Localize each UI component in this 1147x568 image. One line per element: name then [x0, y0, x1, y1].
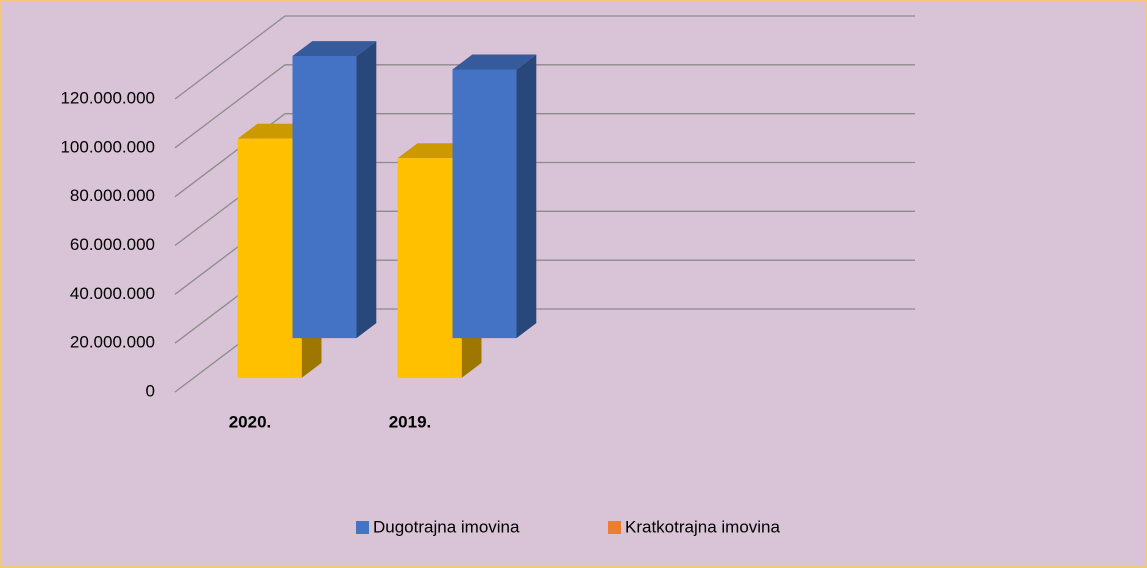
- legend-label: Dugotrajna imovina: [373, 517, 520, 536]
- bar: [452, 69, 517, 339]
- x-tick-label: 2020.: [229, 412, 272, 431]
- grid-line: [174, 15, 915, 100]
- bar: [292, 56, 357, 339]
- bar-side: [356, 41, 377, 339]
- grid-line: [174, 113, 915, 198]
- grid-line: [174, 64, 915, 149]
- y-tick-label: 120.000.000: [60, 88, 155, 107]
- legend-label: Kratkotrajna imovina: [625, 517, 781, 536]
- bar-side: [516, 54, 537, 339]
- legend-swatch: [356, 521, 369, 534]
- x-tick-label: 2019.: [389, 412, 432, 431]
- y-tick-label: 0: [146, 381, 155, 400]
- y-tick-label: 80.000.000: [70, 186, 155, 205]
- y-tick-label: 60.000.000: [70, 235, 155, 254]
- y-tick-label: 100.000.000: [60, 137, 155, 156]
- legend-swatch: [608, 521, 621, 534]
- bar-top: [452, 54, 537, 70]
- y-tick-label: 20.000.000: [70, 333, 155, 352]
- bar: [237, 138, 302, 378]
- y-tick-label: 40.000.000: [70, 284, 155, 303]
- bar-top: [292, 41, 377, 56]
- bar: [397, 158, 462, 378]
